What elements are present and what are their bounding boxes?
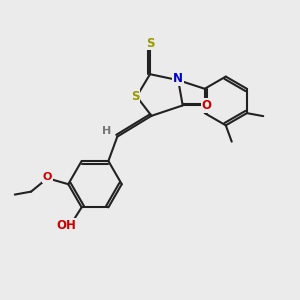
Text: H: H bbox=[102, 126, 112, 136]
Text: O: O bbox=[43, 172, 52, 182]
Text: S: S bbox=[146, 37, 154, 50]
Text: OH: OH bbox=[57, 219, 77, 232]
Text: S: S bbox=[131, 90, 140, 103]
Text: O: O bbox=[202, 99, 212, 112]
Text: N: N bbox=[173, 72, 183, 85]
